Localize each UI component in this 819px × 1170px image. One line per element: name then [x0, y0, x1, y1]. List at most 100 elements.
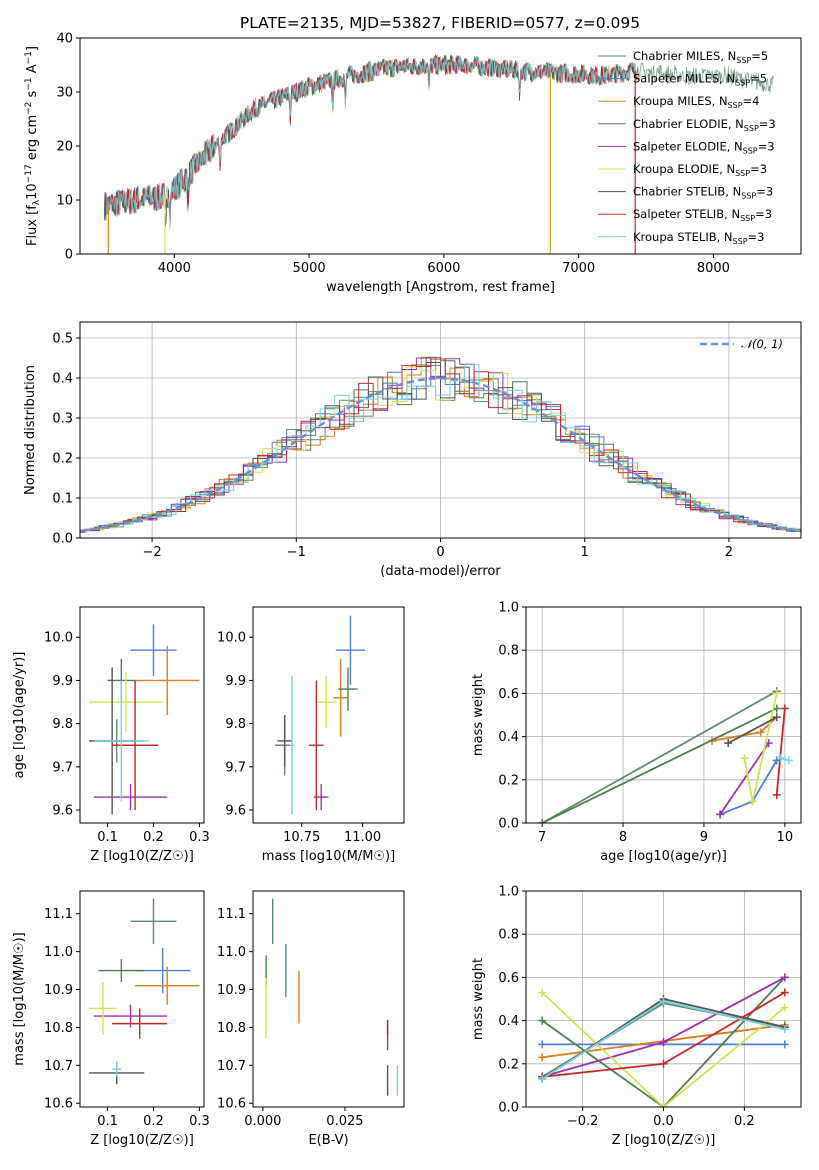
legend-entry-subscript: SSP: [735, 169, 750, 178]
weight-series-line: [541, 991, 786, 1107]
x-tick-label: −2: [143, 545, 162, 560]
y-axis-label-part: −17: [24, 164, 34, 183]
x-tick-label: 9: [700, 830, 708, 845]
legend-entry: Kroupa STELIB, NSSP=3: [633, 230, 764, 246]
x-tick-label: 0.2: [143, 1114, 164, 1129]
plot-area: [274, 615, 366, 815]
legend-entry-label: Chabrier ELODIE, N: [633, 117, 744, 131]
y-tick-label: 0.0: [498, 1101, 519, 1116]
panel-age-vs-Z: 0.1 0.2 0.3 9.6 9.7 9.8 9.9 10.0 Z [log10(Z/Z☉)]…: [12, 606, 210, 864]
legend-entry: Chabrier ELODIE, NSSP=3: [633, 117, 776, 133]
y-axis-label-part: −1: [24, 77, 34, 90]
y-tick-label: 0: [65, 248, 73, 263]
legend-entry-suffix: =3: [748, 230, 765, 244]
weight-series-line: [541, 690, 778, 823]
y-tick-label: 0.1: [52, 492, 73, 507]
y-tick-label: 0.8: [498, 928, 519, 943]
x-tick-label: 1: [581, 545, 589, 560]
y-tick-label: 0.2: [52, 452, 73, 467]
x-tick-label: 4000: [158, 261, 191, 276]
legend-entry-suffix: =3: [756, 185, 773, 199]
legend-entry-label: Chabrier STELIB, N: [633, 185, 741, 199]
legend-entry-label: 𝒩(0, 1): [741, 337, 783, 351]
panel-mass-vs-Z: 0.1 0.2 0.3 10.6 10.7 10.8 10.9 11.0 11.1 Z [log1…: [12, 890, 210, 1148]
y-tick-label: 9.9: [225, 674, 246, 689]
histogram-series: [80, 358, 801, 533]
y-tick-label: 10.6: [217, 1097, 246, 1112]
y-axis-label-part: s: [25, 90, 40, 101]
plot-area: [265, 898, 399, 1096]
x-axis-label: age [log10(age/yr)]: [600, 849, 727, 864]
y-axis-label-part: erg cm: [25, 115, 40, 164]
x-tick-label: 0.2: [143, 830, 164, 845]
weight-series-line: [719, 742, 770, 815]
y-tick-label: 11.0: [44, 945, 73, 960]
y-tick-label: 9.7: [52, 760, 73, 775]
legend-entry: Salpeter MILES, NSSP=5: [633, 72, 767, 88]
legend-entry: Salpeter ELODIE, NSSP=3: [633, 139, 775, 155]
y-tick-label: 20: [56, 140, 73, 155]
x-tick-label: 5000: [293, 261, 326, 276]
y-tick-label: 9.8: [225, 717, 246, 732]
x-tick-label: −0.2: [567, 1114, 599, 1129]
legend-entry-suffix: =3: [759, 117, 776, 131]
y-tick-label: 10.8: [44, 1021, 73, 1036]
y-tick-label: 9.6: [225, 804, 246, 819]
y-tick-label: 0.3: [52, 412, 73, 427]
y-tick-label: 11.1: [44, 907, 73, 922]
spectrum-series-line: [106, 55, 639, 229]
y-tick-label: 0.2: [498, 1057, 519, 1072]
y-axis-label-part: A: [25, 64, 40, 77]
legend-entry-suffix: =4: [743, 94, 760, 108]
y-axis-label: Normed distribution: [23, 365, 38, 495]
x-tick-label: 11.00: [344, 830, 381, 845]
plot-area: [89, 624, 200, 815]
y-tick-label: 0.4: [52, 372, 73, 387]
y-axis-label: mass [log10(M/M☉)]: [12, 932, 27, 1065]
panels-group: 4000 5000 6000 7000 8000010203040wavelength …: [12, 32, 802, 1148]
y-axis-label-part: Flux [f: [25, 205, 40, 246]
x-tick-label: 0.025: [326, 1114, 363, 1129]
legend-entry-subscript: SSP: [743, 146, 758, 155]
y-tick-label: 0.8: [498, 644, 519, 659]
y-axis-label: Flux [fλ10−17 erg cm−2 s−1 A−1]: [24, 46, 42, 246]
legend-entry-suffix: =5: [750, 72, 767, 86]
y-tick-label: 40: [56, 32, 73, 47]
axes-frame: [252, 606, 405, 824]
x-tick-label: 0.1: [97, 1114, 118, 1129]
x-axis-label: mass [log10(M/M☉)]: [262, 849, 395, 864]
legend-entry-label: Kroupa MILES, N: [633, 94, 728, 108]
y-tick-label: 1.0: [498, 601, 519, 616]
y-axis-label-part: 10: [25, 183, 40, 200]
y-tick-label: 0.6: [498, 971, 519, 986]
x-axis-label: E(B-V): [308, 1133, 348, 1148]
x-tick-label: 0: [436, 545, 444, 560]
y-tick-label: 10.0: [44, 631, 73, 646]
x-tick-label: 0.3: [189, 830, 210, 845]
panel-mass-vs-ebv: 0.000 0.025 10.6 10.7 10.8 10.9 11.0 11.1 E(B-V): [217, 890, 405, 1148]
axes-frame: [79, 890, 205, 1108]
legend-entry-suffix: =5: [751, 49, 768, 63]
x-tick-label: 0.3: [189, 1114, 210, 1129]
y-axis-label-part: ]: [25, 46, 40, 51]
weight-series-line: [775, 708, 786, 795]
legend-entry: Chabrier MILES, NSSP=5: [633, 49, 768, 65]
x-axis-label: wavelength [Angstrom, rest frame]: [326, 280, 555, 295]
figure-title: PLATE=2135, MJD=53827, FIBERID=0577, z=0…: [240, 14, 640, 32]
legend-entry-subscript: SSP: [744, 124, 759, 133]
x-tick-label: 0.2: [734, 1114, 755, 1129]
y-tick-label: 9.7: [225, 760, 246, 775]
x-tick-label: 7: [538, 830, 546, 845]
y-tick-label: 0.2: [498, 773, 519, 788]
y-tick-label: 10.7: [217, 1059, 246, 1074]
legend-entry-subscript: SSP: [728, 101, 743, 110]
legend-entry-suffix: =3: [750, 162, 767, 176]
y-tick-label: 0.0: [498, 817, 519, 832]
spectrum-legend: Chabrier MILES, NSSP=5 Salpeter MILES, NS…: [598, 49, 776, 246]
weight-series-line: [727, 716, 778, 744]
x-axis-label: (data-model)/error: [380, 564, 501, 579]
axes-frame: [252, 890, 405, 1108]
legend-entry: Kroupa ELODIE, NSSP=3: [633, 162, 767, 178]
y-tick-label: 10.9: [217, 983, 246, 998]
x-tick-label: 2: [725, 545, 733, 560]
